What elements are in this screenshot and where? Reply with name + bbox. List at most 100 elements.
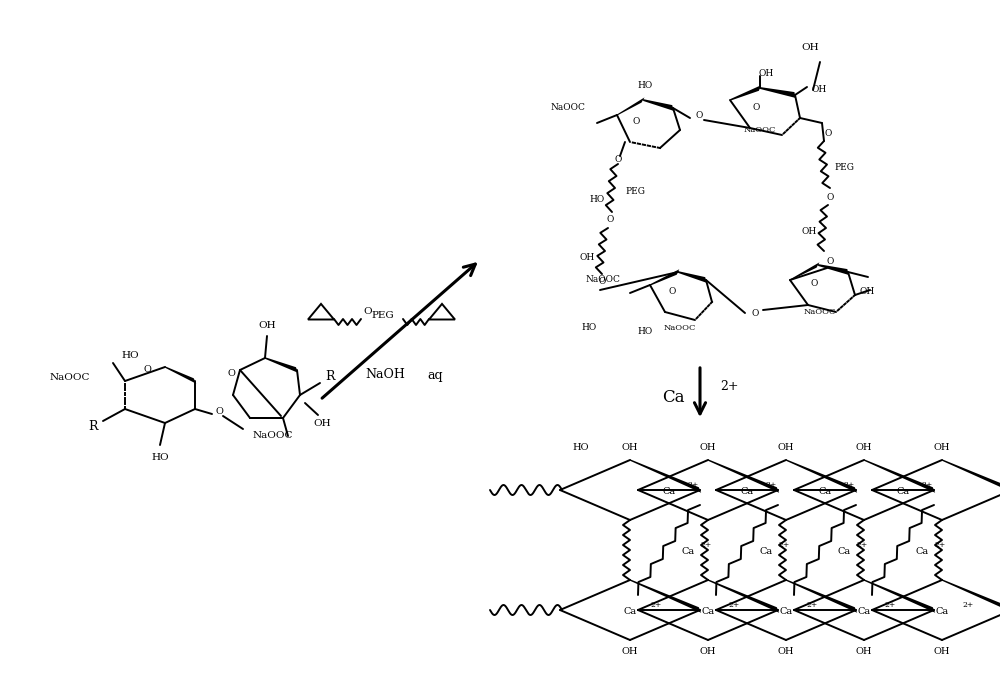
Text: PEG: PEG (834, 164, 854, 172)
Text: 2+: 2+ (843, 481, 854, 489)
Text: 2+: 2+ (700, 541, 712, 549)
Polygon shape (818, 264, 849, 275)
Text: Ca: Ca (935, 608, 949, 616)
Polygon shape (165, 366, 196, 384)
Polygon shape (786, 459, 857, 493)
Text: R: R (88, 421, 98, 433)
Polygon shape (650, 269, 679, 286)
Polygon shape (643, 99, 674, 111)
Text: 2+: 2+ (962, 601, 973, 609)
Text: PEG: PEG (625, 188, 645, 197)
Text: Ca: Ca (662, 487, 676, 497)
Text: NaOH: NaOH (365, 369, 405, 382)
Text: HO: HO (582, 324, 597, 332)
Text: NaOOC: NaOOC (664, 324, 696, 332)
Text: O: O (810, 279, 818, 287)
Polygon shape (708, 579, 779, 612)
Text: 2+: 2+ (806, 601, 817, 609)
Text: Ca: Ca (896, 487, 910, 497)
Polygon shape (760, 87, 796, 98)
Text: Ca: Ca (857, 608, 871, 616)
Text: Ca: Ca (740, 487, 754, 497)
Text: OH: OH (258, 322, 276, 330)
Text: O: O (227, 369, 235, 378)
Text: HO: HO (121, 351, 139, 359)
Text: 2+: 2+ (720, 380, 738, 394)
Text: PEG: PEG (372, 310, 394, 320)
Text: 2+: 2+ (765, 481, 776, 489)
Text: 2+: 2+ (728, 601, 739, 609)
Text: O: O (632, 118, 640, 127)
Text: O: O (668, 287, 676, 297)
Text: NaOOC: NaOOC (550, 104, 585, 112)
Text: 2+: 2+ (687, 481, 698, 489)
Text: Ca: Ca (779, 608, 793, 616)
Text: O: O (614, 155, 622, 164)
Text: HO: HO (573, 444, 589, 452)
Polygon shape (942, 579, 1000, 612)
Text: OH: OH (934, 444, 950, 452)
Text: 2+: 2+ (650, 601, 661, 609)
Text: NaOOC: NaOOC (253, 431, 293, 441)
Text: 2+: 2+ (778, 541, 790, 549)
Text: OH: OH (778, 444, 794, 452)
Text: OH: OH (860, 287, 875, 297)
Text: OH: OH (700, 444, 716, 452)
Polygon shape (617, 98, 644, 116)
Text: Ca: Ca (759, 548, 773, 557)
Polygon shape (864, 459, 935, 493)
Text: Ca: Ca (623, 608, 637, 616)
Polygon shape (786, 579, 857, 612)
Text: OH: OH (802, 227, 817, 236)
Text: Ca: Ca (818, 487, 832, 497)
Text: R: R (325, 371, 335, 384)
Polygon shape (730, 85, 761, 101)
Text: NaOOC: NaOOC (50, 372, 90, 382)
Text: OH: OH (313, 419, 331, 427)
Text: 2+: 2+ (884, 601, 895, 609)
Polygon shape (708, 459, 779, 493)
Text: O: O (824, 129, 832, 137)
Text: OH: OH (801, 44, 819, 52)
Text: OH: OH (778, 647, 794, 656)
Text: OH: OH (622, 647, 638, 656)
Polygon shape (630, 459, 701, 493)
Polygon shape (678, 271, 707, 283)
Text: Ca: Ca (662, 388, 685, 406)
Text: HO: HO (151, 452, 169, 462)
Text: aq: aq (427, 369, 443, 382)
Text: OH: OH (758, 69, 774, 77)
Text: OH: OH (812, 85, 827, 94)
Text: HO: HO (637, 328, 653, 336)
Text: O: O (143, 365, 151, 374)
Polygon shape (942, 459, 1000, 493)
Text: HO: HO (590, 195, 605, 205)
Text: NaOOC: NaOOC (744, 126, 776, 134)
Text: O: O (695, 112, 703, 120)
Text: 2+: 2+ (934, 541, 946, 549)
Polygon shape (630, 579, 701, 612)
Polygon shape (265, 357, 298, 373)
Text: OH: OH (700, 647, 716, 656)
Text: OH: OH (856, 444, 872, 452)
Text: HO: HO (637, 81, 653, 90)
Text: O: O (215, 406, 223, 415)
Text: NaOOC: NaOOC (585, 275, 620, 285)
Text: OH: OH (856, 647, 872, 656)
Text: OH: OH (622, 444, 638, 452)
Text: 2+: 2+ (856, 541, 868, 549)
Text: O: O (752, 104, 760, 112)
Text: Ca: Ca (915, 548, 929, 557)
Text: O: O (598, 277, 606, 287)
Text: O: O (751, 310, 759, 318)
Text: Ca: Ca (701, 608, 715, 616)
Text: OH: OH (580, 252, 595, 262)
Text: Ca: Ca (837, 548, 851, 557)
Text: 2+: 2+ (921, 481, 932, 489)
Polygon shape (790, 262, 819, 281)
Text: NaOOC: NaOOC (804, 308, 836, 316)
Text: OH: OH (934, 647, 950, 656)
Text: O: O (826, 256, 834, 266)
Text: O: O (826, 194, 834, 203)
Polygon shape (864, 579, 935, 612)
